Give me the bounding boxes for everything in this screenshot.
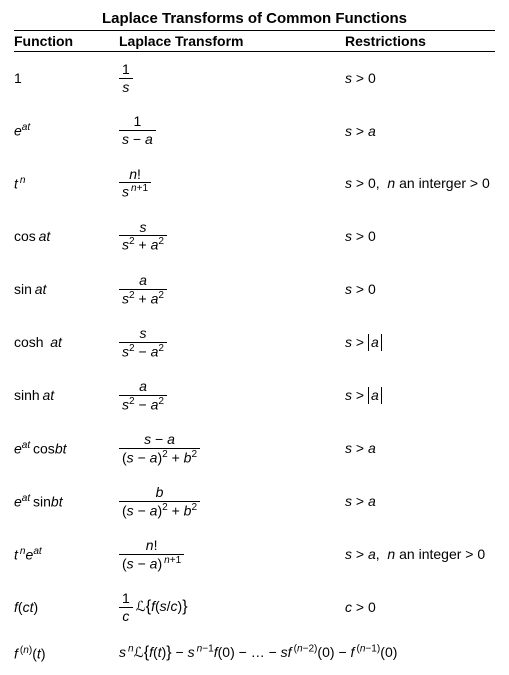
cell-laplace: n!(s − a) n+1: [119, 538, 345, 571]
cell-function: cosh at: [14, 334, 119, 350]
cell-laplace: b(s − a)2 + b2: [119, 485, 345, 518]
cell-function: cos at: [14, 228, 119, 244]
table-row: eat sinbt b(s − a)2 + b2 s > a: [14, 475, 495, 528]
cell-restrictions: s > a, n an integer > 0: [345, 546, 495, 562]
cell-function: f (n)(t): [14, 645, 119, 662]
cell-restrictions: s > a: [345, 493, 495, 509]
cell-function: t neat: [14, 546, 119, 563]
cell-laplace: as2 + a2: [119, 273, 345, 306]
cell-laplace: as2 − a2: [119, 379, 345, 412]
table-row: t n n!s n+1 s > 0, n an interger > 0: [14, 157, 495, 210]
cell-function: 1: [14, 70, 119, 86]
cell-restrictions: s > 0: [345, 70, 495, 86]
cell-laplace: 1s − a: [119, 114, 345, 146]
cell-function: f(ct): [14, 599, 119, 615]
table-row: sin at as2 + a2 s > 0: [14, 263, 495, 316]
cell-function: sin at: [14, 281, 119, 297]
cell-restrictions: s > a: [345, 440, 495, 456]
header-function: Function: [14, 33, 119, 49]
table-row: sinh at as2 − a2 s > a: [14, 369, 495, 422]
cell-laplace: ss2 + a2: [119, 220, 345, 253]
table-body: 1 1s s > 0 eat 1s − a s > a t n n!s n+1 …: [14, 52, 495, 664]
cell-function: t n: [14, 175, 119, 192]
table-row: 1 1s s > 0: [14, 52, 495, 104]
cell-function: sinh at: [14, 387, 119, 403]
header-laplace: Laplace Transform: [119, 33, 345, 49]
cell-function: eat cosbt: [14, 440, 119, 457]
table-row: eat 1s − a s > a: [14, 104, 495, 156]
cell-function: eat: [14, 122, 119, 139]
cell-restrictions: c > 0: [345, 599, 495, 615]
table-row: t neat n!(s − a) n+1 s > a, n an integer…: [14, 528, 495, 581]
table-row: f(ct) 1c ℒ{f(s/c)} c > 0: [14, 581, 495, 633]
cell-laplace: ss2 − a2: [119, 326, 345, 359]
table-row: cos at ss2 + a2 s > 0: [14, 210, 495, 263]
table-row: f (n)(t) s nℒ{f(t)} − s n−1f(0) − … − sf…: [14, 633, 495, 664]
cell-restrictions: s > a: [345, 334, 495, 351]
cell-laplace: s − a(s − a)2 + b2: [119, 432, 345, 465]
cell-laplace: s nℒ{f(t)} − s n−1f(0) − … − sf (n−2)(0)…: [119, 643, 495, 662]
cell-laplace: 1s: [119, 62, 345, 94]
cell-laplace: n!s n+1: [119, 167, 345, 200]
cell-laplace: 1c ℒ{f(s/c)}: [119, 591, 345, 623]
table-row: eat cosbt s − a(s − a)2 + b2 s > a: [14, 422, 495, 475]
cell-restrictions: s > 0: [345, 228, 495, 244]
cell-restrictions: s > 0, n an interger > 0: [345, 175, 495, 191]
cell-function: eat sinbt: [14, 493, 119, 510]
cell-restrictions: s > a: [345, 123, 495, 139]
table-header-row: Function Laplace Transform Restrictions: [14, 30, 495, 52]
laplace-transform-table: Laplace Transforms of Common Functions F…: [0, 0, 509, 674]
cell-restrictions: s > a: [345, 387, 495, 404]
table-row: cosh at ss2 − a2 s > a: [14, 316, 495, 369]
header-restrictions: Restrictions: [345, 33, 495, 49]
cell-restrictions: s > 0: [345, 281, 495, 297]
table-title: Laplace Transforms of Common Functions: [14, 8, 495, 30]
